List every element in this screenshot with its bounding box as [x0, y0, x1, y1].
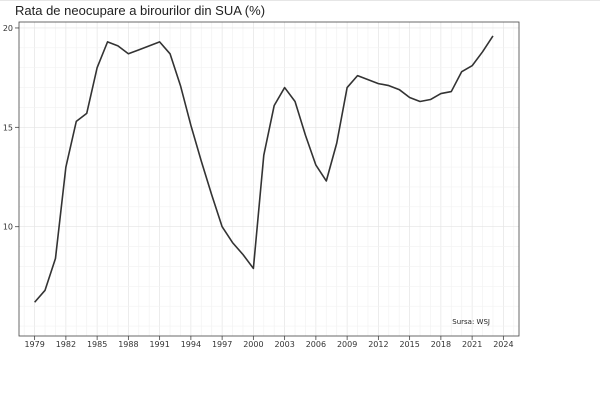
grid-lines [19, 22, 519, 336]
data-point [450, 90, 453, 93]
data-point [439, 92, 442, 95]
data-point [335, 142, 338, 145]
data-point [241, 253, 244, 256]
axis-ticks: 1979 1982 1985 1988 1991 1994 1997 2000 2003 2006… [3, 24, 514, 349]
data-point [252, 267, 255, 270]
y-tick-label: 20 [3, 24, 13, 33]
data-point [491, 34, 494, 37]
data-point [96, 66, 99, 69]
data-point [460, 70, 463, 73]
x-tick-label: 2015 [399, 340, 419, 349]
x-tick-label: 2003 [274, 340, 294, 349]
y-tick-label: 15 [3, 123, 13, 132]
data-point [54, 257, 57, 260]
data-point [158, 40, 161, 43]
data-point [64, 166, 67, 169]
data-point [366, 78, 369, 81]
data-point [210, 193, 213, 196]
top-divider [0, 0, 600, 1]
x-tick-label: 1985 [87, 340, 107, 349]
x-tick-label: 2012 [368, 340, 388, 349]
data-point [262, 154, 265, 157]
data-point [481, 50, 484, 53]
data-point [356, 74, 359, 77]
y-tick-label: 10 [3, 223, 13, 232]
data-point [127, 52, 130, 55]
data-point [419, 100, 422, 103]
data-point [314, 164, 317, 167]
x-tick-label: 2018 [431, 340, 451, 349]
x-tick-label: 2021 [462, 340, 482, 349]
x-tick-label: 1979 [24, 340, 44, 349]
x-tick-label: 2000 [243, 340, 263, 349]
data-point [346, 86, 349, 89]
data-point [44, 289, 47, 292]
data-point [294, 100, 297, 103]
data-point [179, 84, 182, 87]
data-point [283, 86, 286, 89]
data-point [106, 40, 109, 43]
data-point [304, 134, 307, 137]
data-point [398, 88, 401, 91]
data-point [387, 84, 390, 87]
x-tick-label: 2009 [337, 340, 357, 349]
data-point [273, 104, 276, 107]
chart-title: Rata de neocupare a birourilor din SUA (… [15, 3, 266, 18]
data-point [75, 120, 78, 123]
x-tick-label: 2024 [493, 340, 513, 349]
data-point [200, 160, 203, 163]
data-point [137, 48, 140, 51]
data-point [231, 241, 234, 244]
data-point [189, 124, 192, 127]
x-tick-label: 1982 [56, 340, 76, 349]
source-label: Sursa: WSJ [452, 318, 490, 326]
data-point [325, 179, 328, 182]
data-point [377, 82, 380, 85]
data-point [148, 44, 151, 47]
data-point [471, 64, 474, 67]
data-point [33, 301, 36, 304]
x-tick-label: 1994 [181, 340, 201, 349]
x-tick-label: 1991 [149, 340, 169, 349]
x-tick-label: 2006 [306, 340, 326, 349]
x-tick-label: 1988 [118, 340, 138, 349]
data-point [408, 96, 411, 99]
data-point [429, 98, 432, 101]
vacancy-rate-line [34, 35, 494, 303]
data-point [221, 225, 224, 228]
x-tick-label: 1997 [212, 340, 232, 349]
data-point [169, 52, 172, 55]
plot-frame [18, 21, 520, 337]
data-point [116, 44, 119, 47]
data-point [85, 112, 88, 115]
